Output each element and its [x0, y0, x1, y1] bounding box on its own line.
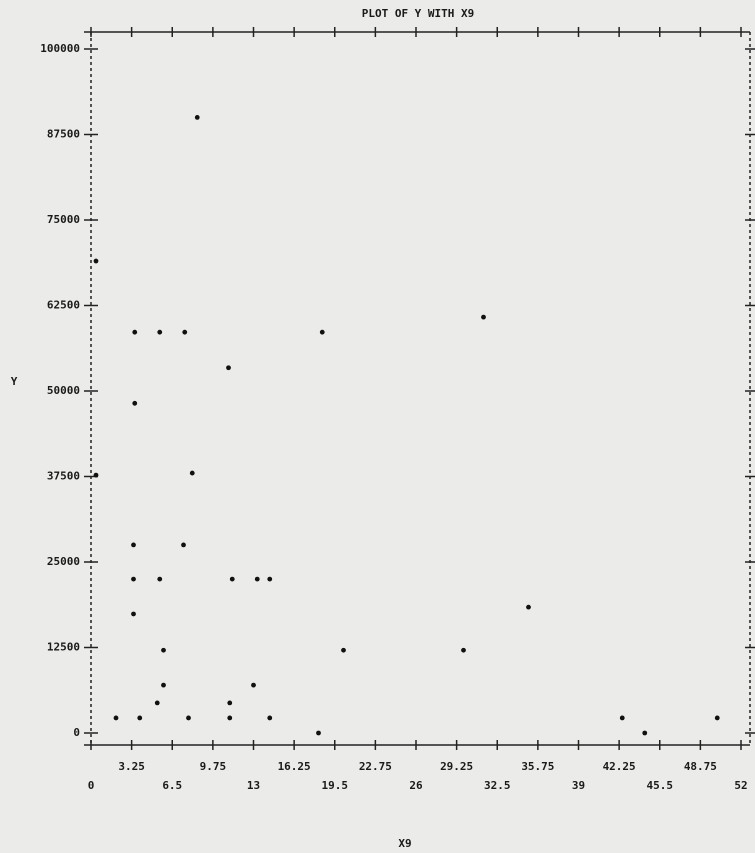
y-tick-label: 75000	[47, 213, 80, 226]
x-tick-label: 0	[88, 779, 95, 792]
point	[714, 715, 720, 721]
y-tick-label: 50000	[47, 384, 80, 397]
x-tick-label: 39	[572, 779, 585, 792]
point	[181, 542, 186, 548]
x-tick-label: 45.5	[647, 779, 674, 792]
x-tick-label: 32.5	[484, 779, 511, 792]
y-tick-label: 25000	[47, 555, 80, 568]
point	[251, 682, 256, 688]
point	[481, 314, 486, 320]
y-tick-label: 62500	[47, 299, 80, 312]
y-axis-label: Y	[11, 375, 18, 388]
y-tick-label: 100000	[40, 42, 80, 55]
point	[194, 115, 200, 120]
point	[461, 647, 466, 653]
point	[227, 700, 233, 706]
point	[229, 576, 235, 582]
point	[113, 715, 119, 721]
y-tick-label: 0	[73, 726, 80, 739]
point	[131, 576, 136, 582]
point	[131, 611, 136, 617]
x-tick-label: 48.75	[684, 760, 717, 773]
x-tick-label: 6.5	[162, 779, 182, 792]
x-tick-label: 9.75	[200, 760, 227, 773]
point	[319, 329, 325, 335]
point	[316, 730, 321, 736]
x-axis-label: X9	[398, 837, 411, 850]
x-tick-label: 29.25	[440, 760, 473, 773]
point	[642, 730, 648, 736]
point	[132, 329, 138, 335]
point	[186, 715, 191, 721]
point	[189, 470, 195, 476]
point	[267, 715, 273, 721]
x-tick-label: 16.25	[278, 760, 311, 773]
y-tick-label: 12500	[47, 641, 80, 654]
y-tick-label: 37500	[47, 470, 80, 483]
point	[267, 576, 273, 582]
x-tick-label: 13	[247, 779, 260, 792]
point	[341, 647, 346, 653]
x-tick-label: 35.75	[521, 760, 554, 773]
point	[131, 542, 136, 548]
point	[157, 329, 163, 335]
x-tick-label: 3.25	[118, 760, 145, 773]
point	[132, 400, 138, 406]
point	[157, 576, 163, 582]
x-tick-label: 19.5	[322, 779, 349, 792]
chart-title: PLOT OF Y WITH X9	[362, 7, 475, 20]
point	[182, 329, 188, 335]
point	[227, 715, 233, 721]
point	[161, 647, 166, 653]
point	[137, 715, 143, 721]
point	[254, 576, 260, 582]
point	[226, 365, 231, 371]
x-tick-label: 52	[734, 779, 747, 792]
point	[161, 682, 166, 688]
y-tick-label: 87500	[47, 128, 80, 141]
x-tick-label: 22.75	[359, 760, 392, 773]
point	[93, 472, 99, 478]
point	[619, 715, 625, 721]
point	[154, 700, 160, 706]
point	[93, 258, 99, 264]
x-tick-label: 26	[409, 779, 423, 792]
point	[526, 604, 531, 610]
x-tick-label: 42.25	[603, 760, 636, 773]
